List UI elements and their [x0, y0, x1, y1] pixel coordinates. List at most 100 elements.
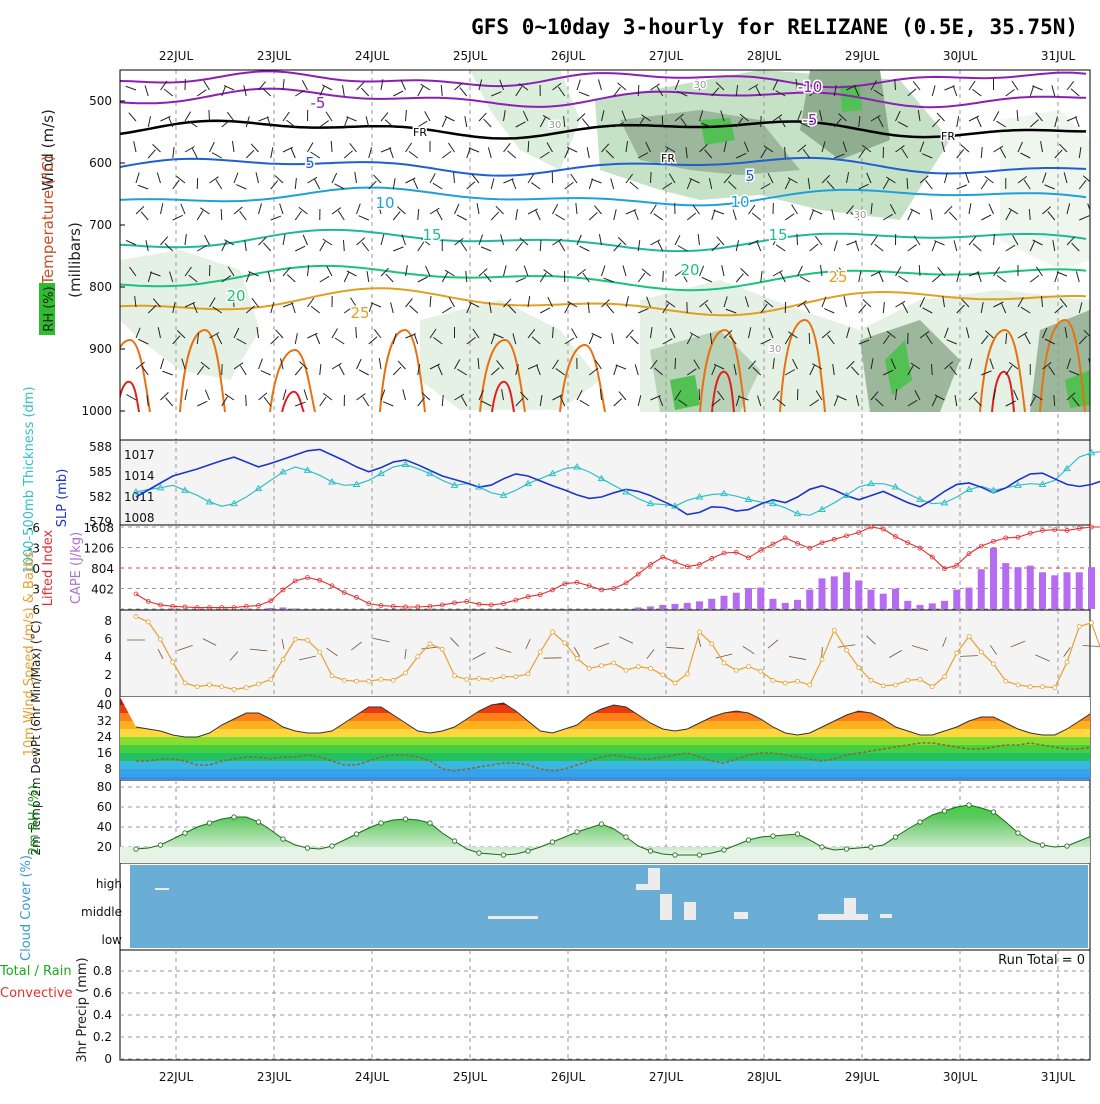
rh-marker: [918, 820, 922, 824]
wind-speed-marker: [208, 683, 212, 687]
wind-speed-marker: [857, 666, 861, 670]
wind-speed-marker: [967, 635, 971, 639]
wind-speed-marker: [943, 675, 947, 679]
cloud-cell: [660, 894, 672, 920]
wind-speed-marker: [759, 669, 763, 673]
wind-tick: 6: [104, 632, 112, 646]
precip-tick: 0.8: [93, 964, 112, 978]
cape-bar: [892, 589, 899, 609]
wind-speed-marker: [673, 681, 677, 685]
rh-marker: [991, 810, 995, 814]
rh-marker: [942, 809, 946, 813]
contour-label: 10: [730, 193, 749, 211]
thickness-tick: 585: [89, 465, 112, 479]
date-label-bottom: 30JUL: [943, 1070, 978, 1084]
date-label-bottom: 28JUL: [747, 1070, 782, 1084]
date-label-bottom: 26JUL: [551, 1070, 586, 1084]
thickness-tick: 582: [89, 490, 112, 504]
wind-speed-marker: [918, 677, 922, 681]
rh-marker: [379, 821, 383, 825]
cape-bar: [267, 608, 274, 609]
temp-tick: 40: [97, 698, 112, 712]
wind-barb: [663, 271, 664, 282]
cape-bar: [806, 590, 813, 609]
wind-speed-marker: [636, 665, 640, 669]
ylabel-lifted-index: Lifted Index: [41, 529, 56, 606]
wind-speed-marker: [832, 628, 836, 632]
wind-speed-marker: [563, 641, 567, 645]
date-label-top: 25JUL: [453, 49, 488, 63]
rh-marker: [575, 830, 579, 834]
contour-label: 15: [422, 226, 441, 244]
rh-marker: [452, 839, 456, 843]
wind-speed-marker: [281, 657, 285, 661]
rh-marker: [183, 831, 187, 835]
wind-speed-marker: [502, 675, 506, 679]
date-label-top: 22JUL: [159, 49, 194, 63]
wind-barb: [1092, 267, 1099, 276]
cloud-cell: [880, 914, 892, 918]
wind-tick: 8: [104, 614, 112, 628]
ylabel-cloud: Cloud Cover (%): [19, 855, 34, 961]
precip-label-total-rain: Total / Rain: [0, 964, 72, 979]
wind-speed-marker: [783, 681, 787, 685]
ylabel-rh2m: 2m RH (%): [27, 785, 42, 856]
rh-marker: [158, 843, 162, 847]
rh-marker: [1016, 831, 1020, 835]
rh-tick: 20: [97, 840, 112, 854]
wind-tick: 2: [104, 668, 112, 682]
cape-bar: [1064, 572, 1071, 609]
wind-speed-marker: [1028, 685, 1032, 689]
cape-bar: [745, 588, 752, 609]
wind-speed-marker: [134, 614, 138, 618]
rh-marker: [1040, 843, 1044, 847]
rh-marker: [330, 844, 334, 848]
rh-marker: [771, 834, 775, 838]
wind-speed-marker: [1004, 679, 1008, 683]
cape-bar: [1015, 567, 1022, 609]
ylabel-precip: 3hr Precip (mm): [75, 957, 90, 1062]
cape-bar: [1051, 575, 1058, 609]
cape-tick: 1608: [83, 521, 114, 535]
wind-speed-marker: [404, 671, 408, 675]
cape-bar: [1076, 572, 1083, 609]
cloud-cell: [636, 884, 648, 890]
rh-marker: [354, 832, 358, 836]
wind-speed-marker: [1065, 660, 1069, 664]
rh-marker: [305, 846, 309, 850]
wind-barb: [246, 395, 247, 406]
wind-speed-marker: [575, 656, 579, 660]
slp-tick: 1008: [124, 511, 155, 525]
wind-speed-marker: [820, 657, 824, 661]
cloud-cell: [648, 868, 660, 890]
cape-bar: [782, 603, 789, 609]
wind-barb: [1092, 79, 1093, 90]
wind-speed-marker: [306, 638, 310, 642]
date-label-bottom: 31JUL: [1041, 1070, 1076, 1084]
pressure-tick: 800: [89, 280, 112, 294]
wind-speed-marker: [771, 678, 775, 682]
thickness-tick: 588: [89, 440, 112, 454]
contour-label: FR: [941, 130, 955, 143]
wind-speed-marker: [1090, 621, 1094, 625]
cape-bar: [280, 607, 287, 609]
date-label-bottom: 25JUL: [453, 1070, 488, 1084]
wind-speed-marker: [489, 677, 493, 681]
rh-marker: [207, 821, 211, 825]
wind-speed-marker: [587, 666, 591, 670]
wind-speed-marker: [979, 650, 983, 654]
rh-marker: [648, 849, 652, 853]
cloud-tick: middle: [81, 905, 122, 919]
wind-speed-marker: [342, 678, 346, 682]
rh-marker: [673, 853, 677, 857]
contour-label: -5: [803, 111, 818, 129]
rh-marker: [599, 822, 603, 826]
date-label-bottom: 23JUL: [257, 1070, 292, 1084]
wind-speed-marker: [710, 642, 714, 646]
cloud-cell: [734, 912, 748, 919]
wind-speed-marker: [183, 681, 187, 685]
wind-barb: [809, 333, 810, 344]
